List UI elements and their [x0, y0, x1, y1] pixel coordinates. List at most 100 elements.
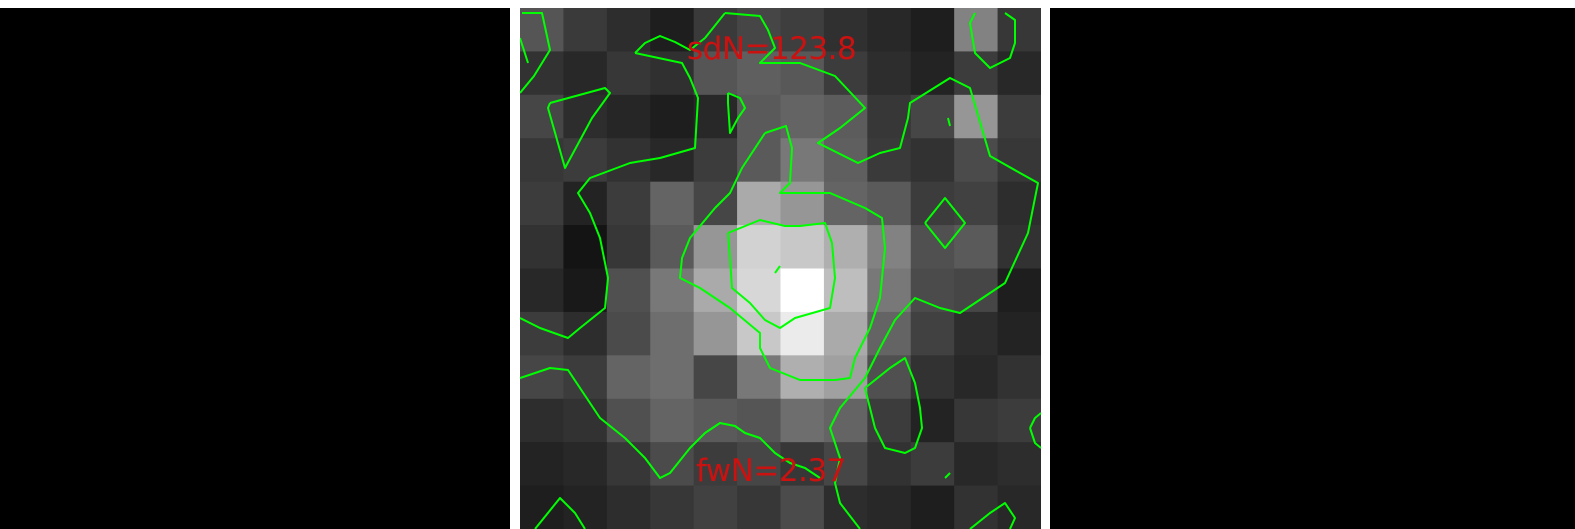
pixel-cell [606, 51, 651, 96]
pixel-cell [693, 355, 738, 400]
pixel-cell [650, 268, 695, 313]
pixel-cell [650, 225, 695, 269]
pixel-cell [997, 94, 1041, 139]
pixel-cell [823, 442, 868, 487]
pixel-cell [867, 485, 912, 529]
pixel-cell [606, 485, 651, 529]
pixel-cell [823, 311, 868, 356]
pixel-cell [606, 311, 651, 356]
contour-line [969, 502, 1016, 529]
pixel-cell [693, 138, 738, 183]
contour-line [634, 12, 726, 54]
pixel-cell [520, 442, 564, 487]
contour-line [1029, 427, 1041, 449]
pixel-cell [780, 355, 825, 400]
pixel-cell [737, 138, 781, 183]
pixel-cell [563, 485, 608, 529]
pixel-cell [997, 51, 1041, 96]
contour-line [774, 265, 781, 274]
pixel-cell [606, 355, 651, 400]
pixel-cell [780, 485, 825, 529]
contour-line [520, 367, 821, 479]
pixel-cell [780, 138, 825, 183]
pixel-cell [780, 8, 825, 52]
pixel-cell [954, 442, 999, 487]
pixel-cell [997, 8, 1041, 52]
contour-line [944, 472, 951, 479]
pixel-cell [650, 138, 695, 183]
pixel-cell [823, 8, 868, 52]
pixel-cell [954, 138, 999, 183]
pixel-cell [650, 485, 695, 529]
pixel-cell [910, 355, 955, 400]
pixel-cell [520, 485, 564, 529]
pixel-cell [780, 51, 825, 96]
pixel-cell [737, 442, 781, 487]
contour-line [520, 52, 699, 339]
pixel-cell [606, 181, 651, 226]
contour-line [679, 125, 886, 381]
contour-line [520, 37, 529, 64]
pixel-cell [650, 398, 695, 443]
contour-line [969, 12, 1016, 69]
pixel-cell [737, 355, 781, 400]
pixel-cell [997, 268, 1041, 313]
pixel-cell [520, 268, 564, 313]
pixel-cell [737, 398, 781, 443]
pixel-cell [780, 442, 825, 487]
pixel-cell [997, 442, 1041, 487]
pixel-cell [910, 442, 955, 487]
pixel-cell [520, 225, 564, 269]
pixel-cell [737, 225, 781, 269]
pixel-cell [954, 268, 999, 313]
contour-line [727, 219, 836, 329]
contour-line [864, 357, 923, 454]
pixel-cell [650, 442, 695, 487]
pixel-cell [867, 225, 912, 269]
pixel-cell [780, 225, 825, 269]
pixel-cell [606, 442, 651, 487]
contour-line [1029, 412, 1041, 429]
pixel-cell [606, 8, 651, 52]
contour-line [924, 197, 966, 249]
pixel-cell [954, 94, 999, 139]
sdn-label: sdN=123.8 [687, 31, 857, 67]
pixel-cell [693, 181, 738, 226]
pixel-cell [650, 181, 695, 226]
pixel-cell [910, 8, 955, 52]
contour-line [547, 87, 611, 169]
pixel-cell [606, 225, 651, 269]
pixel-cell [780, 181, 825, 226]
pixel-cell [823, 355, 868, 400]
pixel-cell [954, 51, 999, 96]
pixel-cell [693, 51, 738, 96]
contour-line [534, 497, 586, 529]
pixel-cell [997, 485, 1041, 529]
pixel-cell [823, 485, 868, 529]
pixel-cell [997, 225, 1041, 269]
pixel-cell [780, 398, 825, 443]
pixel-cell [563, 311, 608, 356]
pixel-cell [650, 355, 695, 400]
pixel-cell [954, 485, 999, 529]
pixel-cell [563, 442, 608, 487]
pixel-cell [563, 398, 608, 443]
pixel-cell [737, 51, 781, 96]
pixel-cell [563, 51, 608, 96]
pixel-cell [737, 268, 781, 313]
pixel-cell [867, 181, 912, 226]
pixel-cell [650, 8, 695, 52]
pixel-cell [823, 94, 868, 139]
pixel-cell [823, 181, 868, 226]
pixel-cell [650, 94, 695, 139]
pixel-cell [693, 311, 738, 356]
pixel-cell [910, 398, 955, 443]
pixel-cell [910, 181, 955, 226]
pixel-cell [693, 8, 738, 52]
pixel-cell [867, 311, 912, 356]
pixel-cell [910, 94, 955, 139]
pixel-cell [823, 398, 868, 443]
pixel-cell [520, 181, 564, 226]
pixel-cell [780, 311, 825, 356]
pixel-cell [520, 355, 564, 400]
